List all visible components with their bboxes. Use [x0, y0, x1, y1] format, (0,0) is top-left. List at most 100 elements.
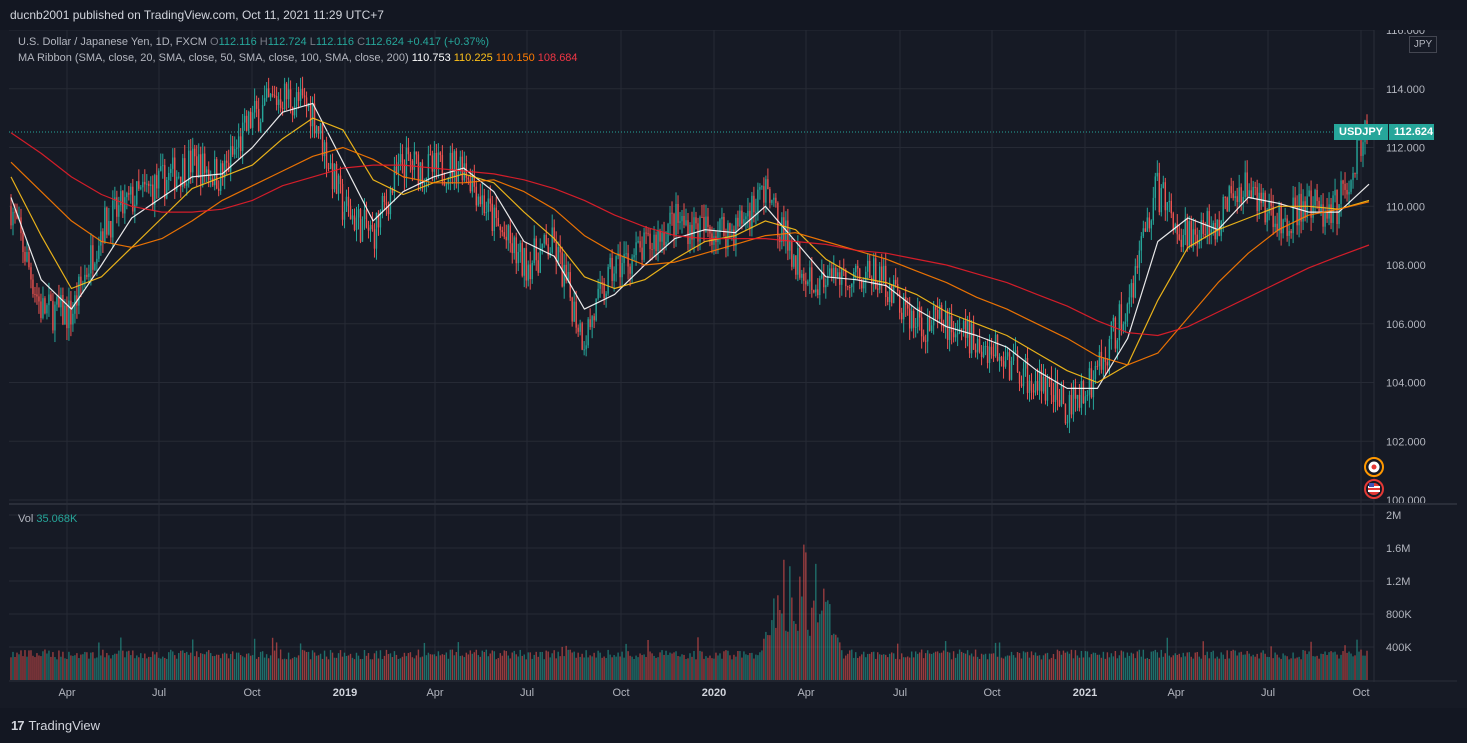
volume-bar — [781, 613, 783, 680]
volume-bar — [1248, 653, 1250, 680]
candle-body — [1276, 223, 1278, 231]
candle-body — [695, 217, 697, 224]
candle-body — [367, 227, 370, 231]
volume-bar — [108, 655, 110, 680]
volume-bar — [1220, 652, 1222, 680]
symbol-title[interactable]: U.S. Dollar / Japanese Yen, 1D, FXCM — [18, 36, 207, 48]
volume-legend[interactable]: Vol 35.068K — [18, 513, 77, 525]
volume-bar — [575, 657, 577, 680]
volume-bar — [827, 600, 829, 680]
volume-bar — [743, 651, 745, 680]
candle-body — [1114, 317, 1117, 349]
volume-bar — [1286, 656, 1288, 680]
volume-bar — [697, 637, 699, 680]
volume-bar — [723, 651, 725, 680]
volume-bar — [617, 652, 619, 680]
volume-bar — [217, 654, 220, 680]
candle-body — [1260, 192, 1262, 204]
candle-body — [1180, 239, 1182, 247]
volume-bar — [130, 655, 132, 680]
candle-body — [751, 195, 753, 229]
candle-body — [1076, 394, 1079, 399]
volume-bar — [229, 653, 232, 680]
candle-body — [1108, 339, 1111, 366]
candle-body — [1342, 180, 1344, 184]
volume-bar — [271, 637, 274, 680]
volume-bar — [1340, 654, 1342, 680]
volume-bar — [805, 552, 807, 680]
ma-ribbon-label[interactable]: MA Ribbon (SMA, close, 20, SMA, close, 5… — [18, 52, 409, 64]
symbol-legend[interactable]: U.S. Dollar / Japanese Yen, 1D, FXCM O11… — [18, 36, 489, 48]
candle-body — [769, 189, 771, 203]
volume-bar — [912, 657, 915, 680]
time-tick-label: Jul — [893, 687, 907, 699]
candle-body — [1100, 351, 1103, 370]
volume-bar — [84, 651, 86, 680]
volume-bar — [10, 657, 12, 680]
volume-bar — [461, 655, 464, 680]
volume-bar — [671, 653, 673, 680]
volume-bar — [869, 653, 871, 680]
event-icon-jp[interactable] — [1364, 457, 1384, 477]
candle-body — [1188, 221, 1190, 246]
volume-bar — [563, 656, 565, 680]
candle-body — [267, 88, 270, 98]
candle-body — [681, 215, 683, 222]
volume-bar — [293, 656, 296, 680]
candle-body — [158, 170, 160, 189]
candle-body — [289, 89, 292, 108]
price-tick-label: 100.000 — [1386, 495, 1426, 507]
volume-bar — [80, 654, 82, 680]
volume-bar — [301, 649, 304, 680]
volume-bar — [285, 659, 288, 680]
volume-bar — [329, 650, 332, 680]
candle-body — [1348, 191, 1350, 195]
candle-body — [16, 212, 18, 219]
price-chart[interactable]: 116.000114.000112.000110.000108.000106.0… — [9, 25, 1457, 708]
candle-body — [477, 196, 480, 206]
candle-body — [1090, 368, 1093, 398]
candle-body — [251, 112, 254, 128]
volume-bar — [355, 652, 358, 680]
ma-ribbon-legend[interactable]: MA Ribbon (SMA, close, 20, SMA, close, 5… — [18, 52, 578, 64]
candle-body — [120, 191, 122, 206]
volume-bar — [519, 649, 521, 680]
candle-body — [998, 356, 1001, 361]
volume-bar — [152, 651, 154, 680]
candle-body — [1158, 172, 1161, 213]
volume-bar — [609, 654, 611, 680]
currency-label[interactable]: JPY — [1409, 36, 1437, 53]
candle-body — [337, 175, 340, 194]
candle-body — [435, 153, 438, 169]
volume-bar — [633, 658, 635, 680]
volume-bar — [950, 659, 953, 680]
chart-area[interactable]: 116.000 114.000 112.000 110.000 108.000 106.0… — [9, 25, 1457, 708]
publisher-info: ducnb2001 published on TradingView.com, … — [10, 8, 384, 22]
volume-bar — [190, 652, 192, 680]
volume-bar — [631, 656, 633, 680]
candle-body — [287, 89, 290, 100]
candle-body — [1226, 197, 1228, 212]
time-tick-label: Oct — [612, 687, 629, 699]
volume-bar — [96, 657, 98, 680]
candle-body — [791, 240, 793, 267]
candle-body — [673, 213, 675, 236]
candle-body — [873, 258, 875, 285]
candle-body — [845, 269, 847, 287]
candle-body — [635, 242, 637, 256]
candle-body — [227, 162, 230, 172]
tradingview-logo[interactable]: 17 TradingView — [11, 718, 100, 733]
volume-bar — [150, 657, 152, 680]
volume-bar — [1274, 652, 1276, 680]
volume-bar — [54, 657, 56, 680]
volume-bar — [875, 658, 877, 680]
volume-bar — [625, 643, 627, 680]
candle-body — [865, 271, 867, 282]
event-icon-us[interactable] — [1364, 479, 1384, 499]
volume-label[interactable]: Vol — [18, 513, 34, 525]
volume-bar — [1336, 654, 1338, 680]
volume-bar — [1126, 652, 1129, 680]
volume-bar — [1142, 649, 1145, 680]
candle-body — [557, 247, 559, 262]
volume-bar — [908, 657, 911, 680]
